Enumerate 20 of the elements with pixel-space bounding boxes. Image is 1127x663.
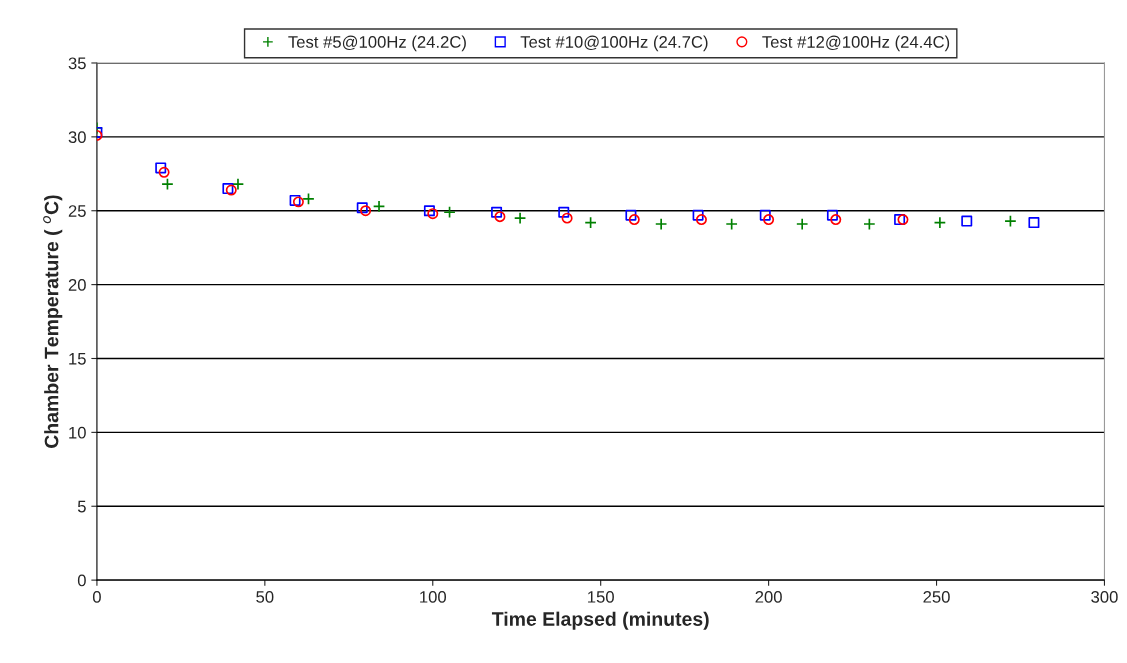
y-tick-label: 5	[77, 500, 86, 513]
y-tick-label: 15	[69, 353, 86, 365]
legend-label: Test #10@100Hz (24.7C)	[520, 35, 708, 52]
x-tick-label: 200	[755, 590, 782, 603]
legend-label: Test #12@100Hz (24.4C)	[762, 35, 950, 52]
y-tick-label: 30	[68, 131, 86, 144]
y-tick-label: 0	[77, 574, 86, 587]
x-tick-label: 300	[1091, 590, 1118, 603]
y-tick-label: 10	[69, 426, 86, 439]
x-tick-label: 100	[420, 590, 447, 603]
x-tick-label: 50	[256, 590, 274, 603]
y-axis-title: Chamber Temperature ( $^{o}$C)	[43, 195, 63, 448]
y-tick-label: 20	[68, 279, 86, 291]
legend-label: Test #5@100Hz (24.2C)	[288, 35, 466, 52]
x-tick-label: 0	[92, 590, 101, 603]
x-tick-label: 150	[588, 590, 614, 603]
y-tick-label: 25	[68, 205, 86, 217]
x-axis-title: Time Elapsed (minutes)	[491, 611, 709, 630]
y-tick-label: 35	[68, 57, 86, 70]
x-tick-label: 250	[923, 590, 950, 603]
